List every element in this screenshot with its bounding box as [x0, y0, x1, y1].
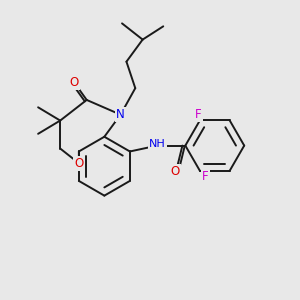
Text: N: N	[116, 108, 125, 121]
Text: O: O	[170, 165, 180, 178]
Text: O: O	[74, 157, 83, 170]
Text: NH: NH	[149, 139, 166, 149]
Text: O: O	[70, 76, 79, 89]
Text: F: F	[195, 108, 202, 121]
Text: F: F	[202, 170, 209, 183]
